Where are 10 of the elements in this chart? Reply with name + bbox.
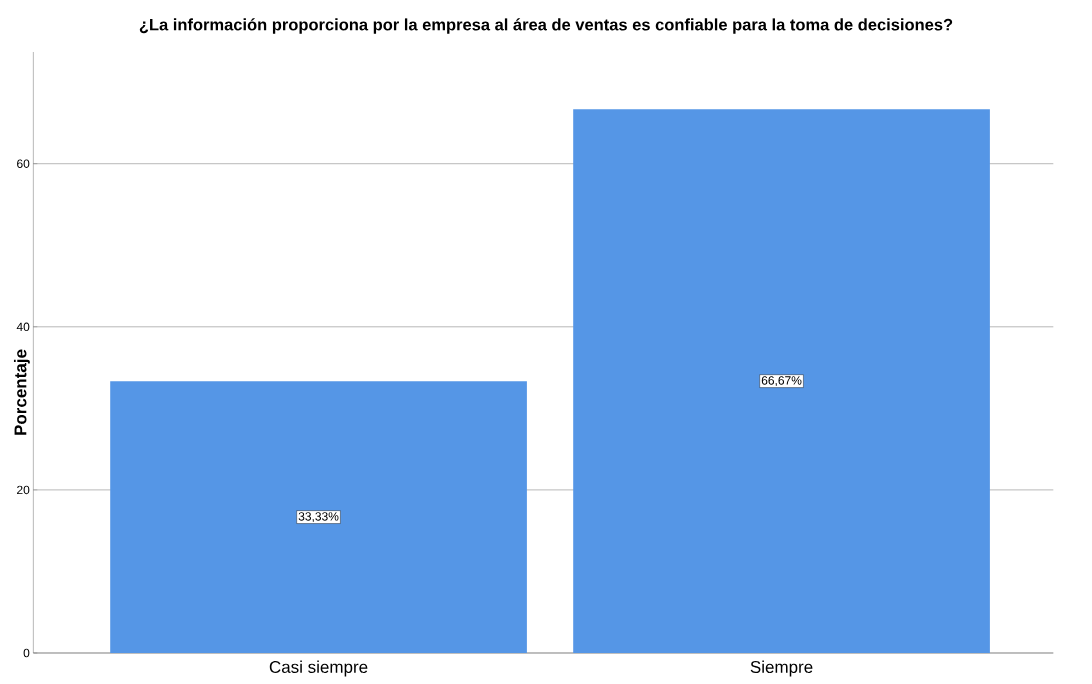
data-label: 66,67%	[761, 376, 802, 387]
y-axis-title: Porcentaje	[13, 349, 30, 435]
x-tick-label: Siempre	[750, 660, 813, 677]
y-tick-label: 60	[17, 159, 30, 168]
y-tick-label: 40	[16, 322, 30, 332]
y-tick-label: 0	[23, 648, 30, 658]
y-tick-label: 20	[17, 485, 30, 495]
data-label: 33,33%	[298, 512, 339, 523]
chart-title: ¿La información proporciona por la empresa al área de ventas es confiable para la toma de decisiones?	[139, 18, 953, 34]
x-tick-label: Casi siempre	[269, 660, 368, 677]
